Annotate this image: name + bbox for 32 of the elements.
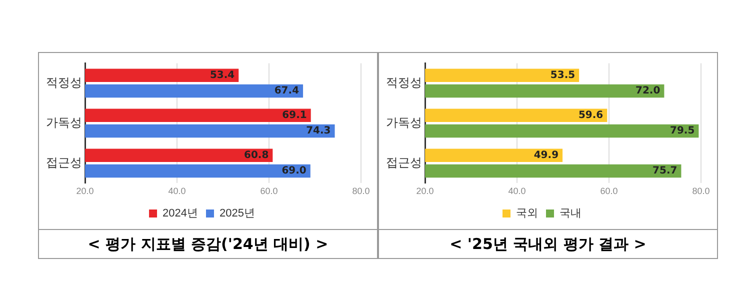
data-label: 59.6 xyxy=(578,110,604,121)
data-label: 72.0 xyxy=(636,86,660,97)
y-tick-label: 접근성 xyxy=(46,156,82,170)
legend-label: 국내 xyxy=(560,208,582,220)
y-tick-label: 접근성 xyxy=(386,156,422,170)
data-label: 53.5 xyxy=(550,70,576,81)
x-tick-label: 80.0 xyxy=(352,186,370,196)
x-tick-label: 60.0 xyxy=(260,186,278,196)
data-label: 75.7 xyxy=(652,166,678,177)
y-tick-label: 적정성 xyxy=(46,76,82,90)
legend-label: 2024년 xyxy=(162,208,198,220)
y-tick-label: 가독성 xyxy=(46,116,82,130)
x-tick-label: 40.0 xyxy=(508,186,526,196)
data-label: 60.8 xyxy=(244,150,269,161)
x-tick-label: 60.0 xyxy=(600,186,618,196)
data-label: 69.1 xyxy=(282,110,307,121)
data-label: 69.0 xyxy=(282,166,306,177)
y-tick-label: 적정성 xyxy=(386,76,422,90)
x-tick-label: 20.0 xyxy=(76,186,94,196)
data-label: 53.4 xyxy=(210,70,235,81)
data-label: 67.4 xyxy=(274,86,300,97)
data-label: 79.5 xyxy=(670,126,695,137)
legend-label: 국외 xyxy=(516,208,538,220)
x-tick-label: 80.0 xyxy=(692,186,710,196)
legend-label: 2025년 xyxy=(220,208,255,220)
x-tick-label: 20.0 xyxy=(416,186,434,196)
text: < 평가 지표별 증감('24년 대비) > xyxy=(39,229,377,258)
data-label: 74.3 xyxy=(306,126,331,137)
data-label: 49.9 xyxy=(534,150,559,161)
text: < '25년 국내외 평가 결과 > xyxy=(379,229,717,258)
y-tick-label: 가독성 xyxy=(386,116,422,130)
x-tick-label: 40.0 xyxy=(168,186,186,196)
